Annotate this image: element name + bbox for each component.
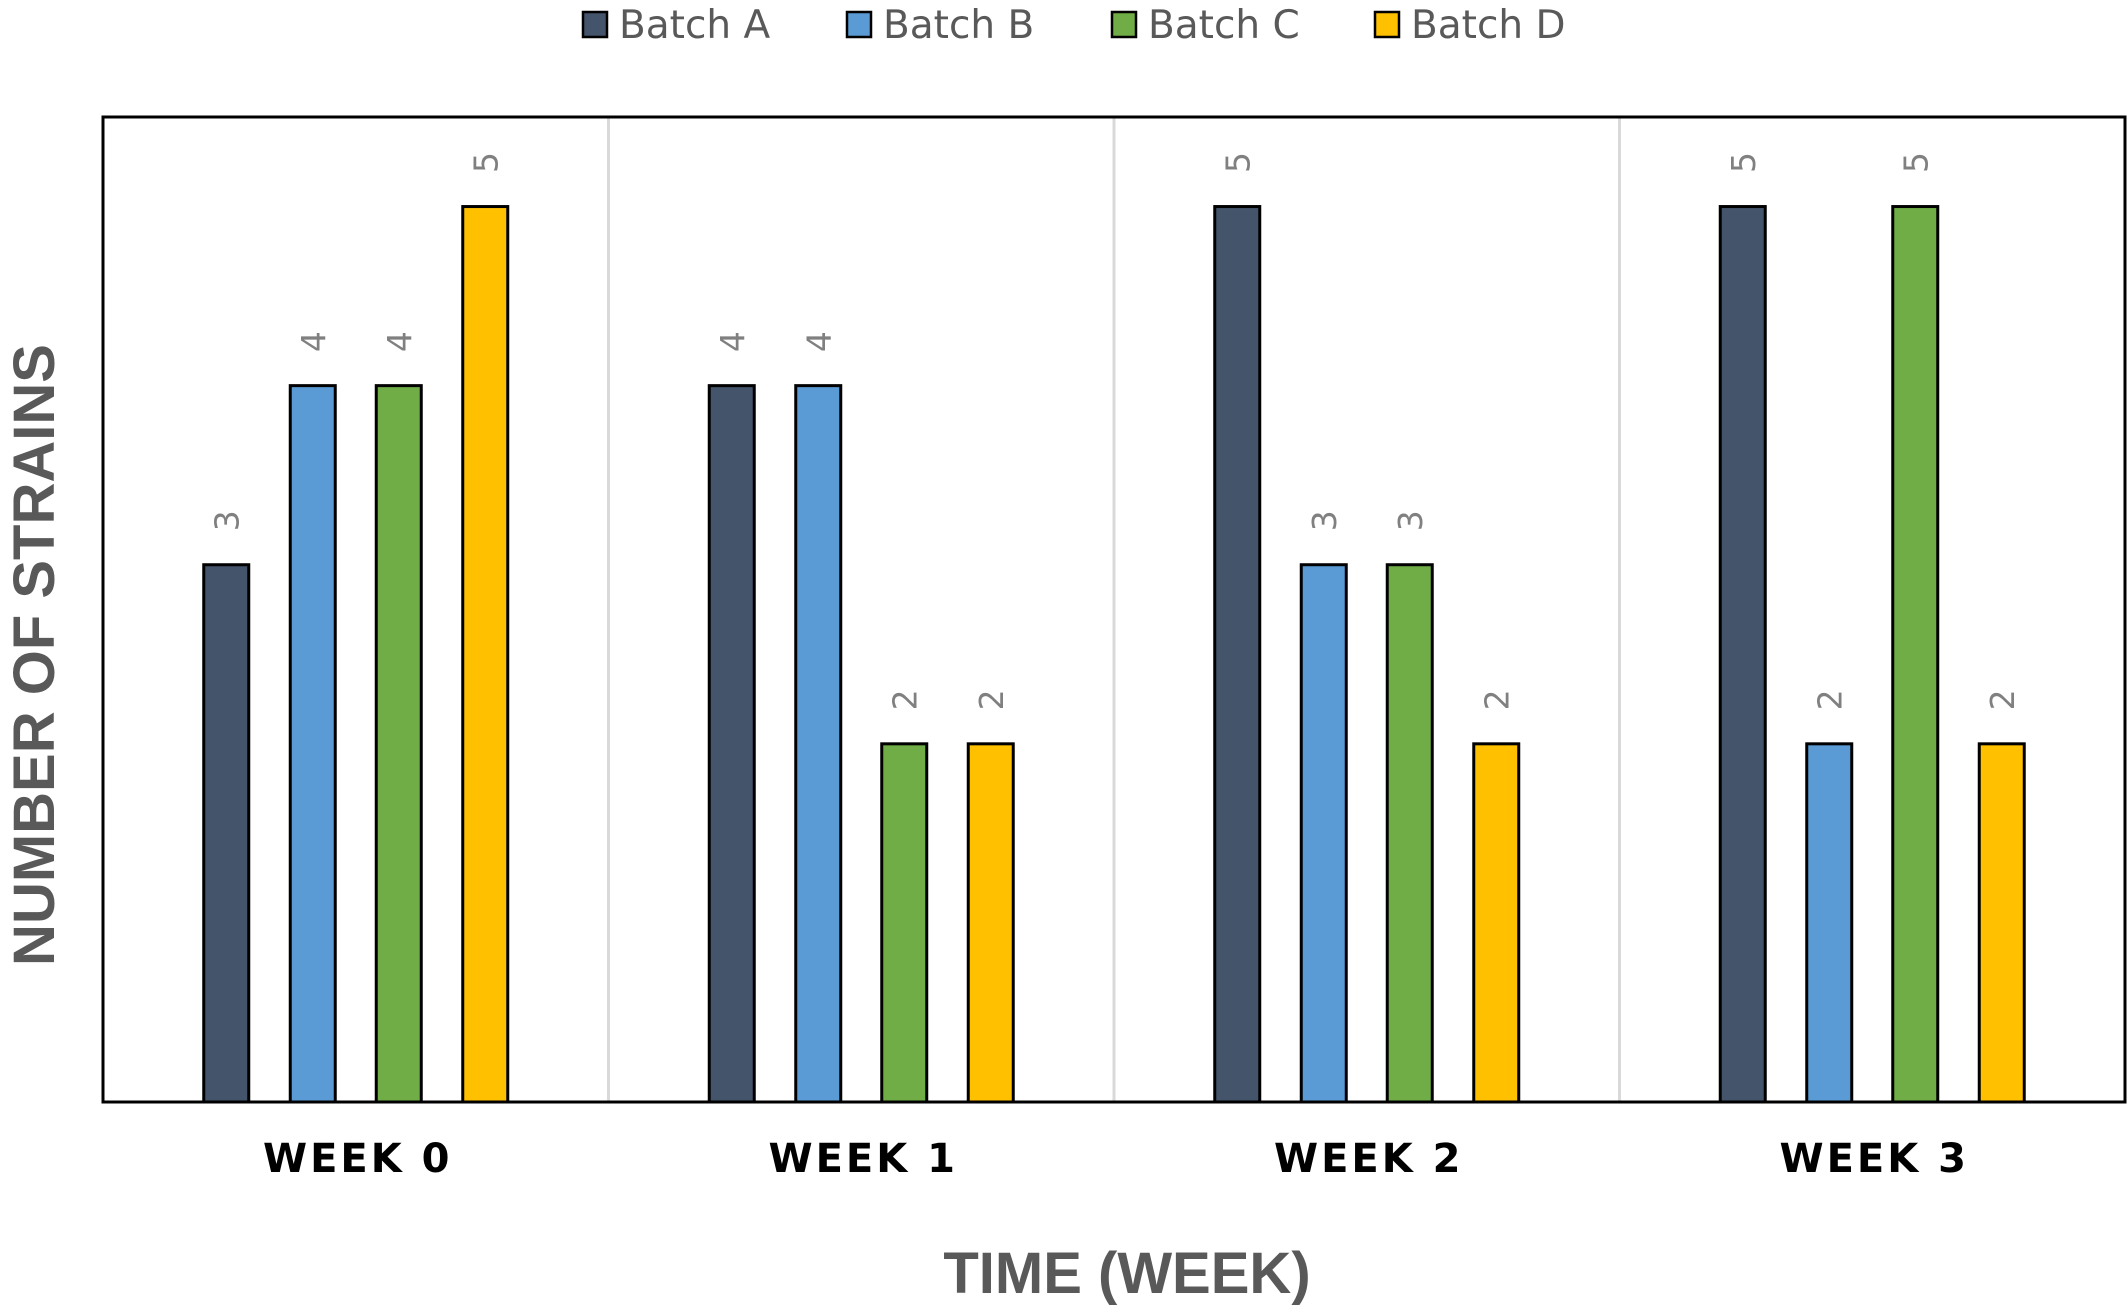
- data-label: 2: [1810, 689, 1849, 710]
- bar-batch-c-week-2: [1385, 563, 1434, 1104]
- bar-batch-d-week-2: [1472, 742, 1521, 1104]
- bar-batch-c-week-0: [374, 384, 423, 1104]
- bar-batch-d-week-1: [966, 742, 1015, 1104]
- plot-frame: [101, 115, 2127, 1104]
- bar-batch-a-week-2: [1213, 205, 1262, 1104]
- category-separators: [607, 117, 1621, 1102]
- y-axis-title: NUMBER OF STRAINS: [2, 344, 67, 966]
- legend-label: Batch A: [619, 3, 771, 48]
- data-labels: 3 4 5 5 4 4 3 2 4 2 3 5 5 2 2 2: [207, 152, 2022, 710]
- x-axis-tick-labels: WEEK 0 WEEK 1 WEEK 2 WEEK 3: [263, 1136, 1969, 1182]
- data-label: 3: [207, 510, 246, 531]
- data-label: 3: [1305, 510, 1344, 531]
- bar-batch-a-week-1: [707, 384, 756, 1104]
- legend-item-batch-c: Batch C: [1110, 3, 1300, 48]
- bar-batch-b-week-2: [1299, 563, 1348, 1104]
- data-label: 4: [294, 331, 333, 352]
- bar-batch-b-week-1: [794, 384, 843, 1104]
- x-tick-label-week-2: WEEK 2: [1274, 1136, 1464, 1182]
- data-label: 3: [1391, 510, 1430, 531]
- bar-batch-a-week-3: [1718, 205, 1767, 1104]
- legend-label: Batch B: [883, 3, 1034, 48]
- bars: [202, 205, 2026, 1104]
- bar-batch-b-week-3: [1805, 742, 1854, 1104]
- data-label: 2: [885, 689, 924, 710]
- x-tick-label-week-1: WEEK 1: [768, 1136, 958, 1182]
- legend-swatch: [1110, 10, 1138, 39]
- data-label: 5: [1218, 152, 1257, 173]
- data-label: 2: [1477, 689, 1516, 710]
- bar-batch-d-week-3: [1977, 742, 2026, 1104]
- legend-swatch: [845, 10, 873, 39]
- x-tick-label-week-3: WEEK 3: [1779, 1136, 1969, 1182]
- bar-batch-c-week-3: [1891, 205, 1940, 1104]
- data-label: 5: [1896, 152, 1935, 173]
- data-label: 5: [1724, 152, 1763, 173]
- legend-item-batch-d: Batch D: [1373, 3, 1566, 48]
- x-tick-label-week-0: WEEK 0: [263, 1136, 453, 1182]
- data-label: 4: [713, 331, 752, 352]
- legend-swatch: [1373, 10, 1401, 39]
- data-label: 2: [1983, 689, 2022, 710]
- data-label: 2: [972, 689, 1011, 710]
- data-label: 4: [799, 331, 838, 352]
- legend-swatch: [581, 10, 609, 39]
- bar-batch-c-week-1: [880, 742, 929, 1104]
- legend-label: Batch C: [1148, 3, 1300, 48]
- data-label: 4: [380, 331, 419, 352]
- legend-item-batch-b: Batch B: [845, 3, 1034, 48]
- bar-batch-d-week-0: [461, 205, 510, 1104]
- x-axis-title: TIME (WEEK): [943, 1241, 1310, 1306]
- legend: Batch A Batch B Batch C Batch D: [581, 3, 1566, 48]
- bar-batch-b-week-0: [288, 384, 337, 1104]
- data-label: 5: [466, 152, 505, 173]
- bar-batch-a-week-0: [202, 563, 251, 1104]
- legend-item-batch-a: Batch A: [581, 3, 771, 48]
- legend-label: Batch D: [1411, 3, 1566, 48]
